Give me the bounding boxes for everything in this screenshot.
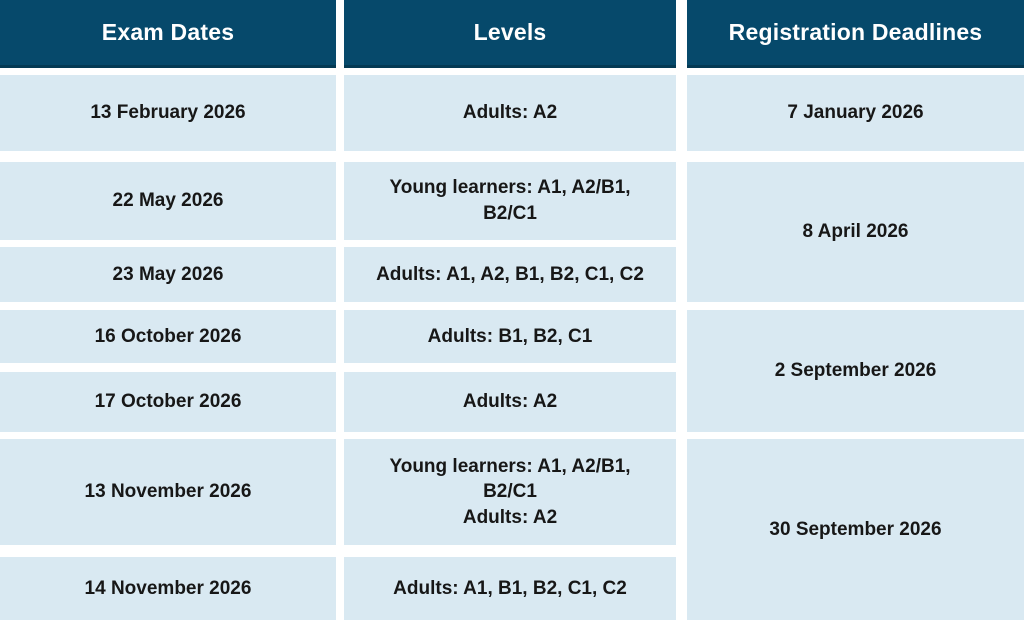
exam-date-cell: 22 May 2026 (0, 162, 336, 240)
exam-date: 22 May 2026 (112, 190, 224, 212)
exam-date-cell: 13 February 2026 (0, 75, 336, 151)
exam-date-cell: 23 May 2026 (0, 247, 336, 302)
levels-text: Adults: A1, B1, B2, C1, C2 (393, 577, 627, 599)
levels-text-young-learners: Young learners: A1, A2/B1, B2/C1 (389, 455, 631, 503)
exam-date: 13 November 2026 (84, 481, 252, 503)
deadline-cell: 7 January 2026 (687, 75, 1024, 151)
levels-text: Young learners: A1, A2/B1, B2/C1 (389, 177, 631, 224)
header-registration-deadlines-label: Registration Deadlines (728, 19, 983, 45)
exam-date-cell: 17 October 2026 (0, 372, 336, 432)
levels-text-adults: Adults: A2 (462, 506, 558, 528)
header-exam-dates: Exam Dates (0, 0, 336, 68)
header-levels: Levels (344, 0, 676, 68)
levels-cell: Adults: A1, A2, B1, B2, C1, C2 (344, 247, 676, 302)
levels-text: Adults: B1, B2, C1 (427, 325, 593, 347)
levels-cell: Adults: A2 (344, 75, 676, 151)
exam-date-cell: 13 November 2026 (0, 439, 336, 545)
levels-text: Adults: A2 (462, 102, 558, 124)
exam-date-cell: 16 October 2026 (0, 310, 336, 363)
levels-cell: Adults: A1, B1, B2, C1, C2 (344, 557, 676, 620)
exam-date: 17 October 2026 (94, 391, 242, 413)
deadline-date: 30 September 2026 (769, 518, 942, 540)
deadline-date: 2 September 2026 (774, 360, 937, 382)
levels-text: Adults: A2 (462, 391, 558, 413)
deadline-date: 7 January 2026 (787, 102, 924, 124)
levels-text: Adults: A1, A2, B1, B2, C1, C2 (376, 263, 644, 285)
deadline-cell-merged: 2 September 2026 (687, 310, 1024, 432)
header-levels-label: Levels (473, 19, 547, 45)
exam-date: 16 October 2026 (94, 325, 242, 347)
levels-cell: Adults: A2 (344, 372, 676, 432)
header-registration-deadlines: Registration Deadlines (687, 0, 1024, 68)
exam-date: 23 May 2026 (112, 263, 224, 285)
levels-cell: Young learners: A1, A2/B1, B2/C1 Adults:… (344, 439, 676, 545)
deadline-date: 8 April 2026 (802, 221, 909, 243)
exam-date-cell: 14 November 2026 (0, 557, 336, 620)
deadline-cell-merged: 30 September 2026 (687, 439, 1024, 620)
levels-cell: Adults: B1, B2, C1 (344, 310, 676, 363)
header-exam-dates-label: Exam Dates (101, 19, 235, 45)
exam-date: 14 November 2026 (84, 577, 252, 599)
exam-date: 13 February 2026 (90, 102, 246, 124)
deadline-cell-merged: 8 April 2026 (687, 162, 1024, 302)
levels-cell: Young learners: A1, A2/B1, B2/C1 (344, 162, 676, 240)
